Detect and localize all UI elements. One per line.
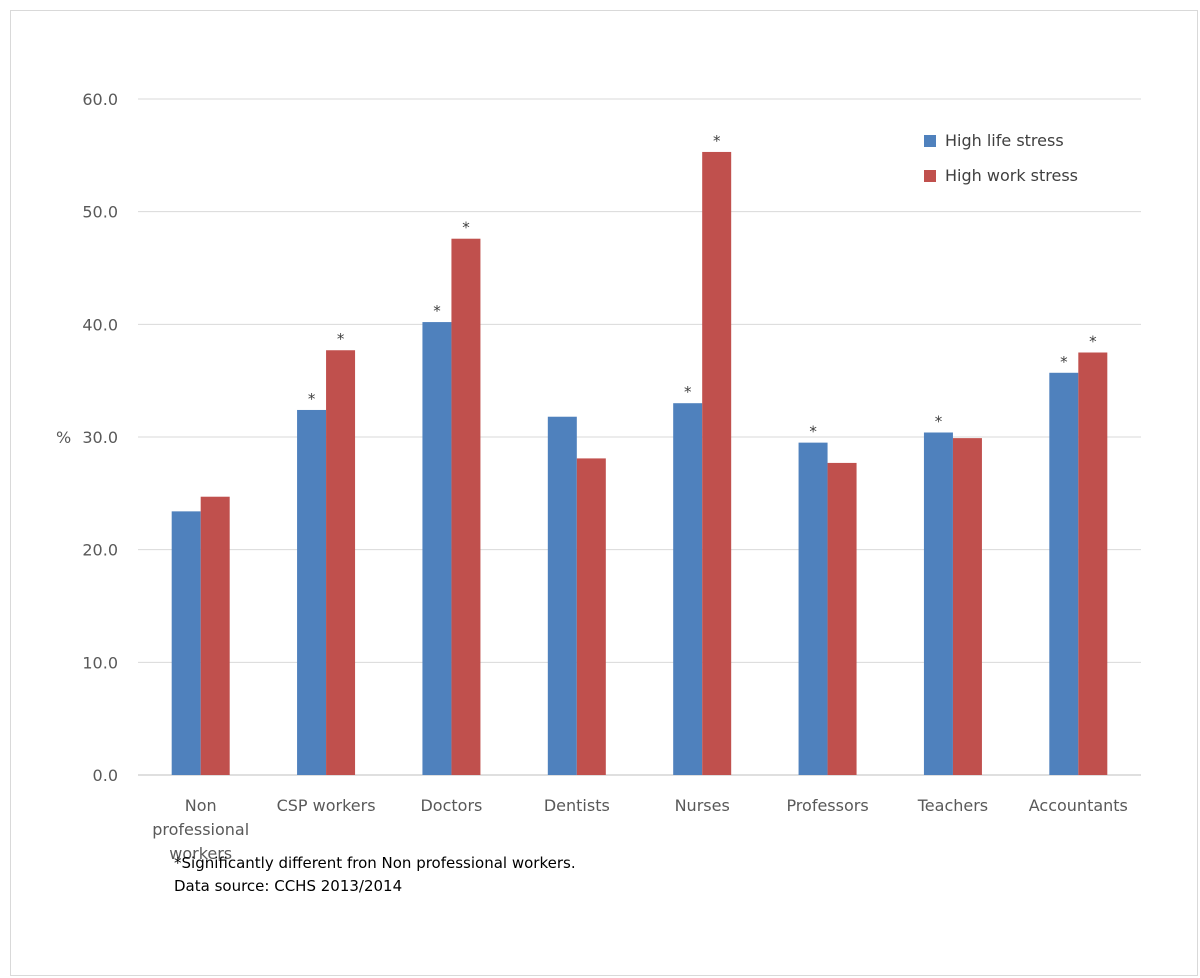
significance-marker: * [684,383,692,401]
significance-marker: * [1060,353,1068,371]
significance-marker: * [809,423,817,441]
significance-marker: * [308,390,316,408]
bar [171,511,201,775]
y-tick-label: 20.0 [82,541,118,560]
significance-marker: * [713,132,721,150]
x-tick-label: Teachers [917,796,988,815]
x-tick-label: CSP workers [277,796,376,815]
significance-marker: * [337,330,345,348]
significance-marker: * [935,412,943,430]
y-tick-label: 40.0 [82,315,118,334]
bar [673,403,703,775]
bar [547,416,577,775]
x-tick-label: Nurses [675,796,730,815]
bar [451,238,481,775]
y-tick-label: 30.0 [82,428,118,447]
x-tick-labels: Non professional workers CSP workers Doctors… [152,796,1128,863]
legend: High life stress High work stress [924,131,1078,185]
bar [200,496,230,775]
x-tick-label: Non professional workers [152,796,249,863]
legend-swatch [924,170,936,182]
x-tick-label: Professors [786,796,868,815]
bar [798,442,828,775]
bar [952,438,982,775]
significance-marker: * [1089,333,1097,351]
y-tick-label: 0.0 [93,766,118,785]
gridlines [138,98,1141,776]
data-source: Data source: CCHS 2013/2014 [174,877,403,895]
bar [297,409,327,775]
y-axis-label: % [56,428,71,447]
bar [702,151,732,775]
x-tick-label: Dentists [544,796,610,815]
x-tick-label: Accountants [1029,796,1128,815]
bar [326,350,356,775]
significance-marker: * [462,219,470,237]
bar-chart: 0.010.020.030.040.050.060.0 % **********… [56,90,1141,863]
x-tick-label: Doctors [420,796,482,815]
y-tick-label: 50.0 [82,203,118,222]
significance-markers: * * * * * * * * * * [308,132,1097,441]
bars [171,151,1108,775]
legend-label: High life stress [945,131,1064,150]
bar [576,458,606,775]
footnote: *Significantly different fron Non profes… [174,854,576,872]
legend-label: High work stress [945,166,1078,185]
legend-swatch [924,135,936,147]
significance-marker: * [433,302,441,320]
bar [1078,352,1108,775]
bar [923,432,953,775]
bar [1049,372,1079,775]
y-tick-label: 60.0 [82,90,118,109]
bar [827,462,857,775]
bar [422,322,452,775]
y-tick-label: 10.0 [82,653,118,672]
y-tick-labels: 0.0 10.0 20.0 30.0 40.0 50.0 60.0 [82,90,118,785]
chart-frame: 0.0 10.0 20.0 30.0 40.0 50.0 60.0 % * * * * * * * * * *… [10,10,1198,976]
